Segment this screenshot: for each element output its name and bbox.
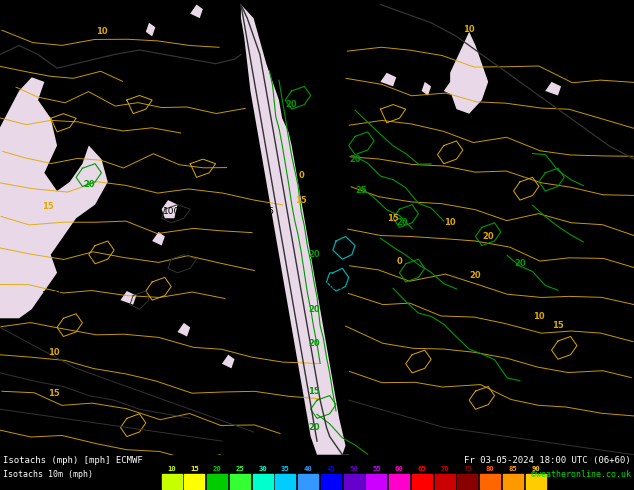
Text: 25: 25 — [356, 187, 367, 196]
Text: 40: 40 — [304, 466, 313, 472]
Polygon shape — [146, 23, 155, 36]
Text: 20: 20 — [308, 250, 320, 259]
Text: 10: 10 — [96, 27, 107, 36]
Bar — [275, 474, 295, 490]
Text: 10: 10 — [167, 466, 176, 472]
Bar — [184, 474, 204, 490]
Text: 20: 20 — [308, 305, 320, 314]
Text: 10: 10 — [444, 219, 456, 227]
Bar — [457, 474, 477, 490]
Bar — [526, 474, 546, 490]
Text: 20: 20 — [397, 219, 408, 227]
Polygon shape — [190, 4, 203, 18]
Text: 20: 20 — [286, 100, 297, 109]
Text: 10: 10 — [533, 312, 545, 320]
Text: 35: 35 — [281, 466, 290, 472]
Text: 1005: 1005 — [252, 207, 275, 216]
Text: 20: 20 — [213, 466, 221, 472]
Bar — [253, 474, 273, 490]
Text: 1015: 1015 — [106, 66, 129, 75]
Bar — [298, 474, 318, 490]
Text: 50: 50 — [349, 466, 358, 472]
Text: 25: 25 — [236, 466, 244, 472]
Text: 20: 20 — [470, 270, 481, 280]
Bar — [207, 474, 227, 490]
Bar — [389, 474, 409, 490]
Text: 60: 60 — [395, 466, 404, 472]
Bar — [321, 474, 341, 490]
Bar — [480, 474, 500, 490]
Polygon shape — [545, 82, 561, 96]
Text: 65: 65 — [418, 466, 426, 472]
Text: 15: 15 — [42, 202, 53, 211]
Text: 20: 20 — [349, 155, 361, 164]
Text: 20: 20 — [308, 339, 320, 348]
Text: 15: 15 — [190, 466, 199, 472]
Text: 15: 15 — [552, 320, 564, 330]
Bar — [412, 474, 432, 490]
Text: ©weatheronline.co.uk: ©weatheronline.co.uk — [531, 469, 631, 479]
Text: 20: 20 — [482, 232, 494, 241]
Text: Fr 03-05-2024 18:00 UTC (06+60): Fr 03-05-2024 18:00 UTC (06+60) — [464, 457, 631, 465]
Text: 15: 15 — [48, 389, 60, 398]
Bar — [503, 474, 523, 490]
Text: 0: 0 — [298, 171, 304, 179]
Text: 75: 75 — [463, 466, 472, 472]
Polygon shape — [120, 291, 136, 305]
Text: 10: 10 — [48, 348, 60, 357]
Polygon shape — [162, 200, 178, 218]
Text: 10: 10 — [463, 25, 475, 34]
Polygon shape — [380, 73, 396, 86]
Text: 30: 30 — [258, 466, 267, 472]
Polygon shape — [0, 77, 108, 318]
Text: 1005: 1005 — [71, 259, 94, 268]
Text: 15: 15 — [387, 214, 399, 223]
Bar — [162, 474, 182, 490]
Text: 85: 85 — [508, 466, 517, 472]
Text: 20: 20 — [514, 259, 526, 268]
Text: 1010: 1010 — [81, 130, 103, 139]
Polygon shape — [152, 232, 165, 245]
Text: 1005: 1005 — [163, 207, 186, 216]
Text: Isotachs 10m (mph): Isotachs 10m (mph) — [3, 469, 93, 479]
Polygon shape — [422, 82, 431, 96]
Text: 20: 20 — [308, 423, 320, 432]
Bar — [435, 474, 455, 490]
Text: 55: 55 — [372, 466, 381, 472]
Polygon shape — [450, 32, 488, 114]
Polygon shape — [178, 323, 190, 337]
Text: 15: 15 — [308, 387, 320, 395]
Text: 1000: 1000 — [321, 282, 344, 291]
Text: 20: 20 — [83, 180, 94, 189]
Text: 45: 45 — [327, 466, 335, 472]
Text: 80: 80 — [486, 466, 495, 472]
Text: 70: 70 — [440, 466, 449, 472]
Polygon shape — [444, 82, 456, 96]
Text: Isotachs (mph) [mph] ECMWF: Isotachs (mph) [mph] ECMWF — [3, 457, 143, 465]
Text: 1005: 1005 — [42, 291, 65, 300]
Bar — [366, 474, 387, 490]
Bar — [344, 474, 364, 490]
Text: 90: 90 — [531, 466, 540, 472]
Polygon shape — [241, 4, 346, 455]
Text: 15: 15 — [295, 196, 307, 205]
Polygon shape — [222, 355, 235, 368]
Text: 0: 0 — [396, 257, 403, 266]
Bar — [230, 474, 250, 490]
